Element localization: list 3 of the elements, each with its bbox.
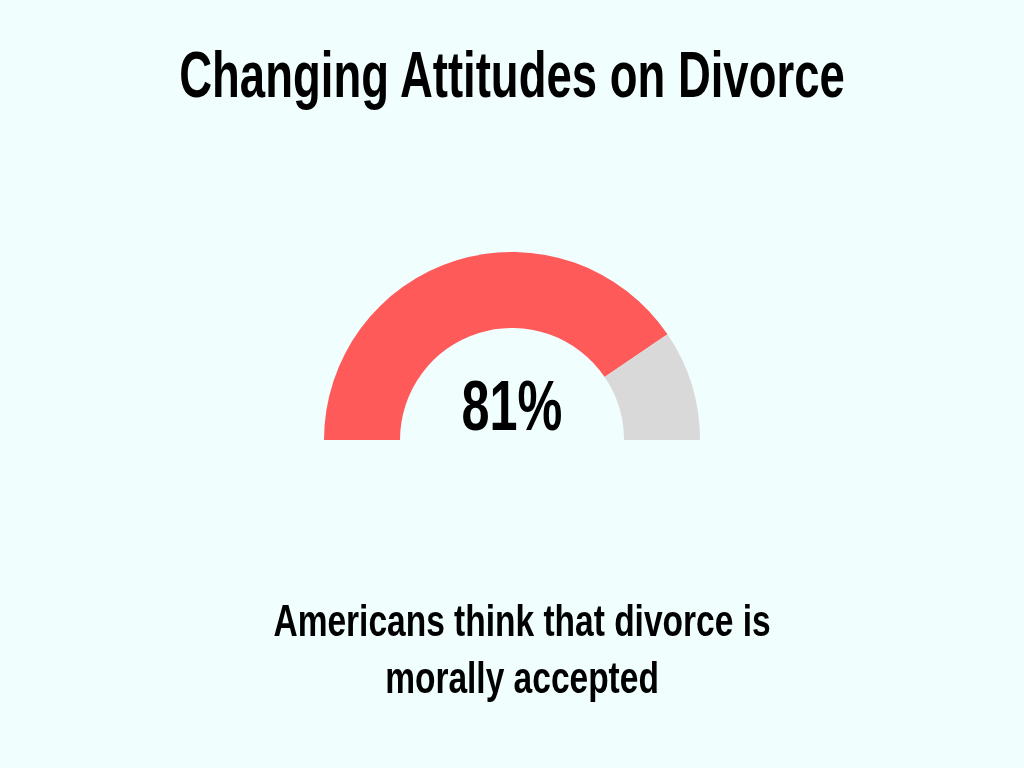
data-label: 81% [461,366,563,445]
chart-title: Changing Attitudes on Divorce [179,37,845,111]
text: Americans think that divorce is morally accepted [273,595,771,703]
